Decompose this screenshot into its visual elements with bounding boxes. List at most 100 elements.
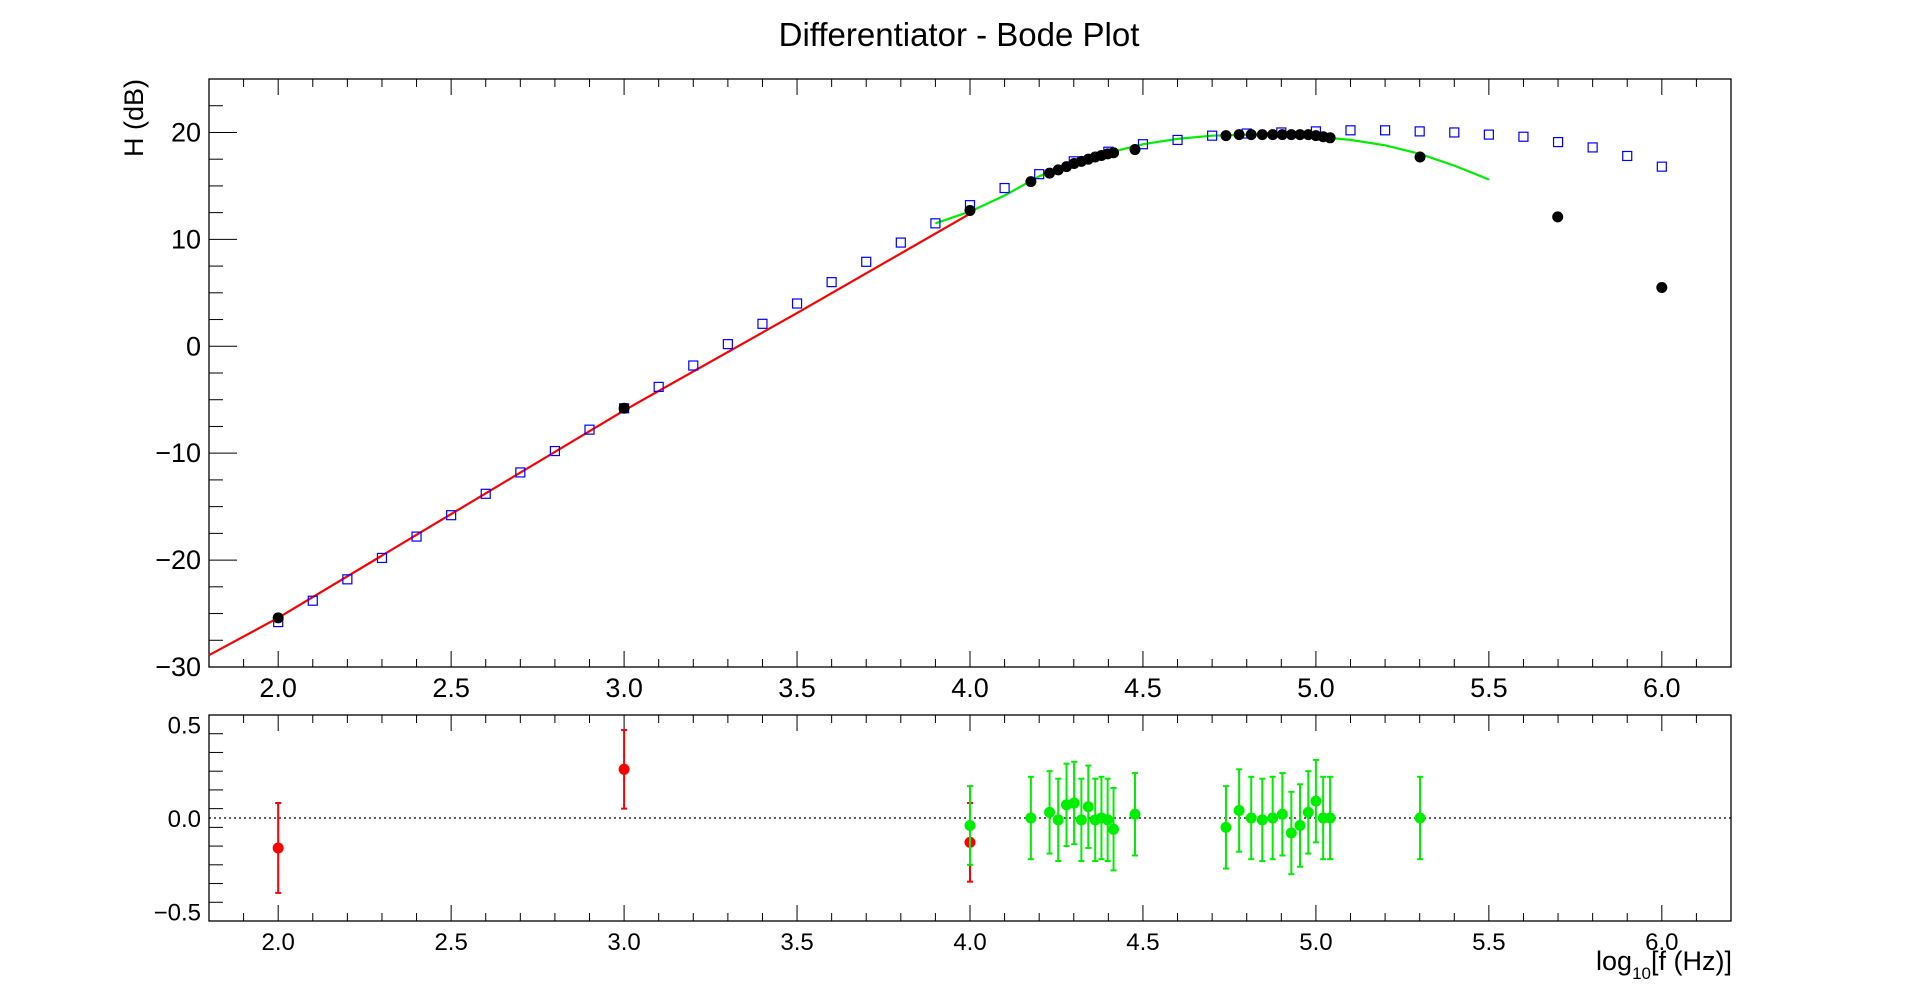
residual-point bbox=[1075, 814, 1087, 826]
measured-point bbox=[1025, 176, 1037, 188]
x-tick-label: 2.5 bbox=[434, 929, 467, 956]
model-point bbox=[515, 467, 526, 478]
measured-point bbox=[1044, 167, 1056, 179]
x-tick-label: 2.5 bbox=[432, 673, 470, 703]
residual-point bbox=[1220, 821, 1232, 833]
bode-magnitude-panel: 2.0 2.5 3.0 3.5 4.0 4.5 5.0 5.5 6.0 −30 −20 −10 0 10… bbox=[119, 78, 1732, 703]
x-tick-label: 4.5 bbox=[1124, 673, 1162, 703]
model-point bbox=[791, 298, 803, 309]
residual-point bbox=[1267, 812, 1279, 824]
x-tick-label: 5.0 bbox=[1297, 673, 1335, 703]
measured-point bbox=[1552, 211, 1564, 223]
y-tick-label: 10 bbox=[171, 224, 201, 254]
residuals-panel: 2.0 2.5 3.0 3.5 4.0 4.5 5.0 5.5 6.0 −0.5 0.0 0.5 l… bbox=[154, 712, 1732, 983]
model-point bbox=[1622, 150, 1633, 162]
measured-point bbox=[1245, 129, 1257, 141]
model-point bbox=[1379, 125, 1391, 136]
model-point bbox=[722, 339, 733, 350]
x-tick-label: 3.0 bbox=[607, 929, 640, 956]
model-point bbox=[930, 218, 941, 229]
model-point bbox=[480, 488, 491, 499]
x-tick-label: 6.0 bbox=[1643, 673, 1681, 703]
y-tick-label: −30 bbox=[155, 652, 201, 682]
residual-point bbox=[1324, 812, 1336, 824]
x-tick-label: 2.0 bbox=[261, 929, 294, 956]
model-point bbox=[1172, 134, 1183, 146]
y-tick-label: 20 bbox=[171, 117, 201, 147]
top-axis-ticks bbox=[208, 78, 1732, 668]
x-tick-label: 4.5 bbox=[1126, 929, 1159, 956]
measured-point bbox=[1108, 147, 1120, 159]
model-point bbox=[1552, 136, 1564, 148]
top-y-tick-labels: −30 −20 −10 0 10 20 bbox=[155, 117, 201, 682]
bottom-x-tick-labels: 2.0 2.5 3.0 3.5 4.0 4.5 5.0 5.5 6.0 bbox=[261, 929, 1678, 956]
residual-point bbox=[1245, 812, 1257, 824]
model-point bbox=[688, 360, 699, 371]
residual-point bbox=[1108, 823, 1120, 835]
residual-point bbox=[1294, 819, 1306, 831]
measured-point bbox=[1285, 129, 1297, 141]
x-tick-label: 3.5 bbox=[778, 673, 816, 703]
bottom-axis-ticks bbox=[208, 714, 1732, 922]
y-tick-label: −10 bbox=[155, 438, 201, 468]
residual-point bbox=[1285, 827, 1297, 839]
model-point bbox=[1137, 139, 1149, 150]
y-tick-label: 0.5 bbox=[168, 712, 201, 739]
residual-point bbox=[1233, 805, 1245, 817]
x-tick-label: 4.0 bbox=[951, 673, 989, 703]
model-point bbox=[1207, 130, 1218, 141]
y-tick-label: −20 bbox=[155, 545, 201, 575]
residual-point bbox=[1302, 806, 1314, 818]
model-point bbox=[1414, 126, 1425, 137]
model-point bbox=[861, 256, 872, 267]
model-point bbox=[376, 552, 388, 564]
x-axis-title: log10[f (Hz)] bbox=[1596, 946, 1732, 983]
measured-point bbox=[1052, 164, 1064, 176]
model-point bbox=[446, 510, 457, 521]
x-tick-label: 5.5 bbox=[1470, 673, 1508, 703]
residual-point bbox=[964, 819, 976, 831]
measured-point bbox=[1129, 144, 1141, 156]
residual-point bbox=[1256, 814, 1268, 826]
model-point bbox=[1587, 142, 1598, 153]
measured-point bbox=[1256, 129, 1268, 141]
measured-point bbox=[1324, 132, 1336, 144]
measured-point bbox=[1276, 129, 1288, 141]
model-point bbox=[1518, 131, 1529, 142]
residual-point bbox=[1052, 814, 1064, 826]
model-point bbox=[1483, 129, 1494, 140]
x-axis-title-main: log bbox=[1596, 946, 1632, 976]
measured-point bbox=[1414, 151, 1426, 163]
x-tick-label: 4.0 bbox=[953, 929, 986, 956]
model-point bbox=[1345, 125, 1356, 136]
residual-point bbox=[272, 842, 284, 854]
y-tick-label: 0.0 bbox=[168, 806, 201, 833]
measured-point bbox=[1267, 129, 1279, 141]
measured-points bbox=[272, 129, 1668, 624]
y-tick-label: 0 bbox=[186, 331, 201, 361]
low-frequency-fit-line bbox=[208, 212, 971, 657]
x-axis-title-subscript: 10 bbox=[1632, 964, 1651, 983]
residual-point bbox=[1025, 812, 1037, 824]
model-point bbox=[999, 182, 1010, 194]
top-plot-frame bbox=[208, 78, 1732, 668]
residual-point bbox=[1082, 801, 1094, 813]
residual-point bbox=[1102, 814, 1114, 826]
residual-point bbox=[1414, 812, 1426, 824]
x-tick-label: 5.5 bbox=[1472, 929, 1505, 956]
measured-point bbox=[272, 612, 284, 624]
residual-point bbox=[1129, 808, 1141, 820]
measured-point bbox=[1294, 129, 1306, 141]
model-points bbox=[273, 125, 1667, 628]
high-frequency-fit-curve bbox=[935, 133, 1490, 225]
bottom-y-tick-labels: −0.5 0.0 0.5 bbox=[154, 712, 201, 926]
measured-point bbox=[1656, 281, 1668, 293]
residual-point bbox=[1044, 806, 1056, 818]
y-axis-title: H (dB) bbox=[119, 79, 149, 157]
model-point bbox=[1656, 161, 1667, 172]
measured-point bbox=[1220, 130, 1232, 142]
chart-title: Differentiator - Bode Plot bbox=[779, 16, 1140, 53]
x-tick-label: 5.0 bbox=[1299, 929, 1332, 956]
model-point bbox=[895, 237, 906, 248]
